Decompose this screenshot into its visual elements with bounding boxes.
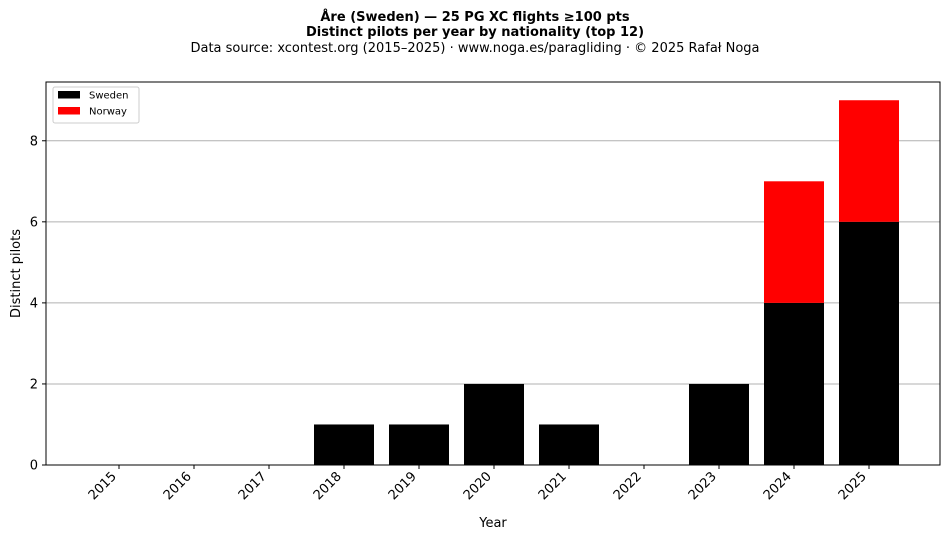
legend-swatch-sweden [58, 91, 80, 99]
y-tick-label: 0 [30, 459, 38, 474]
x-tick-label: 2024 [761, 469, 795, 503]
bar-sweden-2018 [314, 424, 374, 465]
x-tick-label: 2025 [836, 469, 870, 503]
legend-label-sweden: Sweden [89, 91, 129, 102]
plot-frame [45, 81, 941, 466]
chart-source-note: Data source: xcontest.org (2015–2025) · … [190, 41, 760, 56]
legend: Sweden Norway [52, 86, 140, 124]
y-axis-ticks: 0 2 4 6 8 [30, 134, 46, 474]
x-tick-label: 2017 [236, 469, 270, 503]
x-tick-label: 2016 [161, 469, 195, 503]
legend-swatch-norway [58, 107, 80, 115]
x-tick-label: 2018 [311, 469, 345, 503]
x-tick-label: 2021 [536, 469, 570, 503]
x-tick-label: 2020 [461, 469, 495, 503]
chart-title: Åre (Sweden) — 25 PG XC flights ≥100 pts [320, 10, 630, 25]
chart-subtitle: Distinct pilots per year by nationality … [305, 25, 645, 40]
legend-label-norway: Norway [89, 107, 127, 118]
bar-sweden-2024 [764, 302, 824, 465]
chart-title-block: Åre (Sweden) — 25 PG XC flights ≥100 pts… [0, 10, 950, 57]
y-axis-label: Distinct pilots [9, 229, 24, 318]
y-tick-label: 4 [30, 296, 38, 311]
y-tick-label: 2 [30, 377, 38, 392]
y-tick-label: 6 [30, 215, 38, 230]
y-tick-label: 8 [30, 134, 38, 149]
bar-sweden-2019 [389, 424, 449, 465]
x-axis-label: Year [478, 516, 507, 531]
x-tick-label: 2022 [611, 469, 645, 503]
bar-sweden-2023 [689, 383, 749, 465]
x-tick-label: 2015 [86, 469, 120, 503]
x-axis-ticks: 2015 2016 2017 2018 2019 2020 2021 2022 2023 2024… [86, 465, 870, 503]
bar-sweden-2021 [539, 424, 599, 465]
bar-sweden-2020 [464, 383, 524, 465]
x-tick-label: 2023 [686, 469, 720, 503]
bar-norway-2025 [839, 100, 899, 222]
bar-sweden-2025 [839, 221, 899, 465]
bar-norway-2024 [764, 181, 824, 303]
x-tick-label: 2019 [386, 469, 420, 503]
bars [314, 100, 899, 465]
